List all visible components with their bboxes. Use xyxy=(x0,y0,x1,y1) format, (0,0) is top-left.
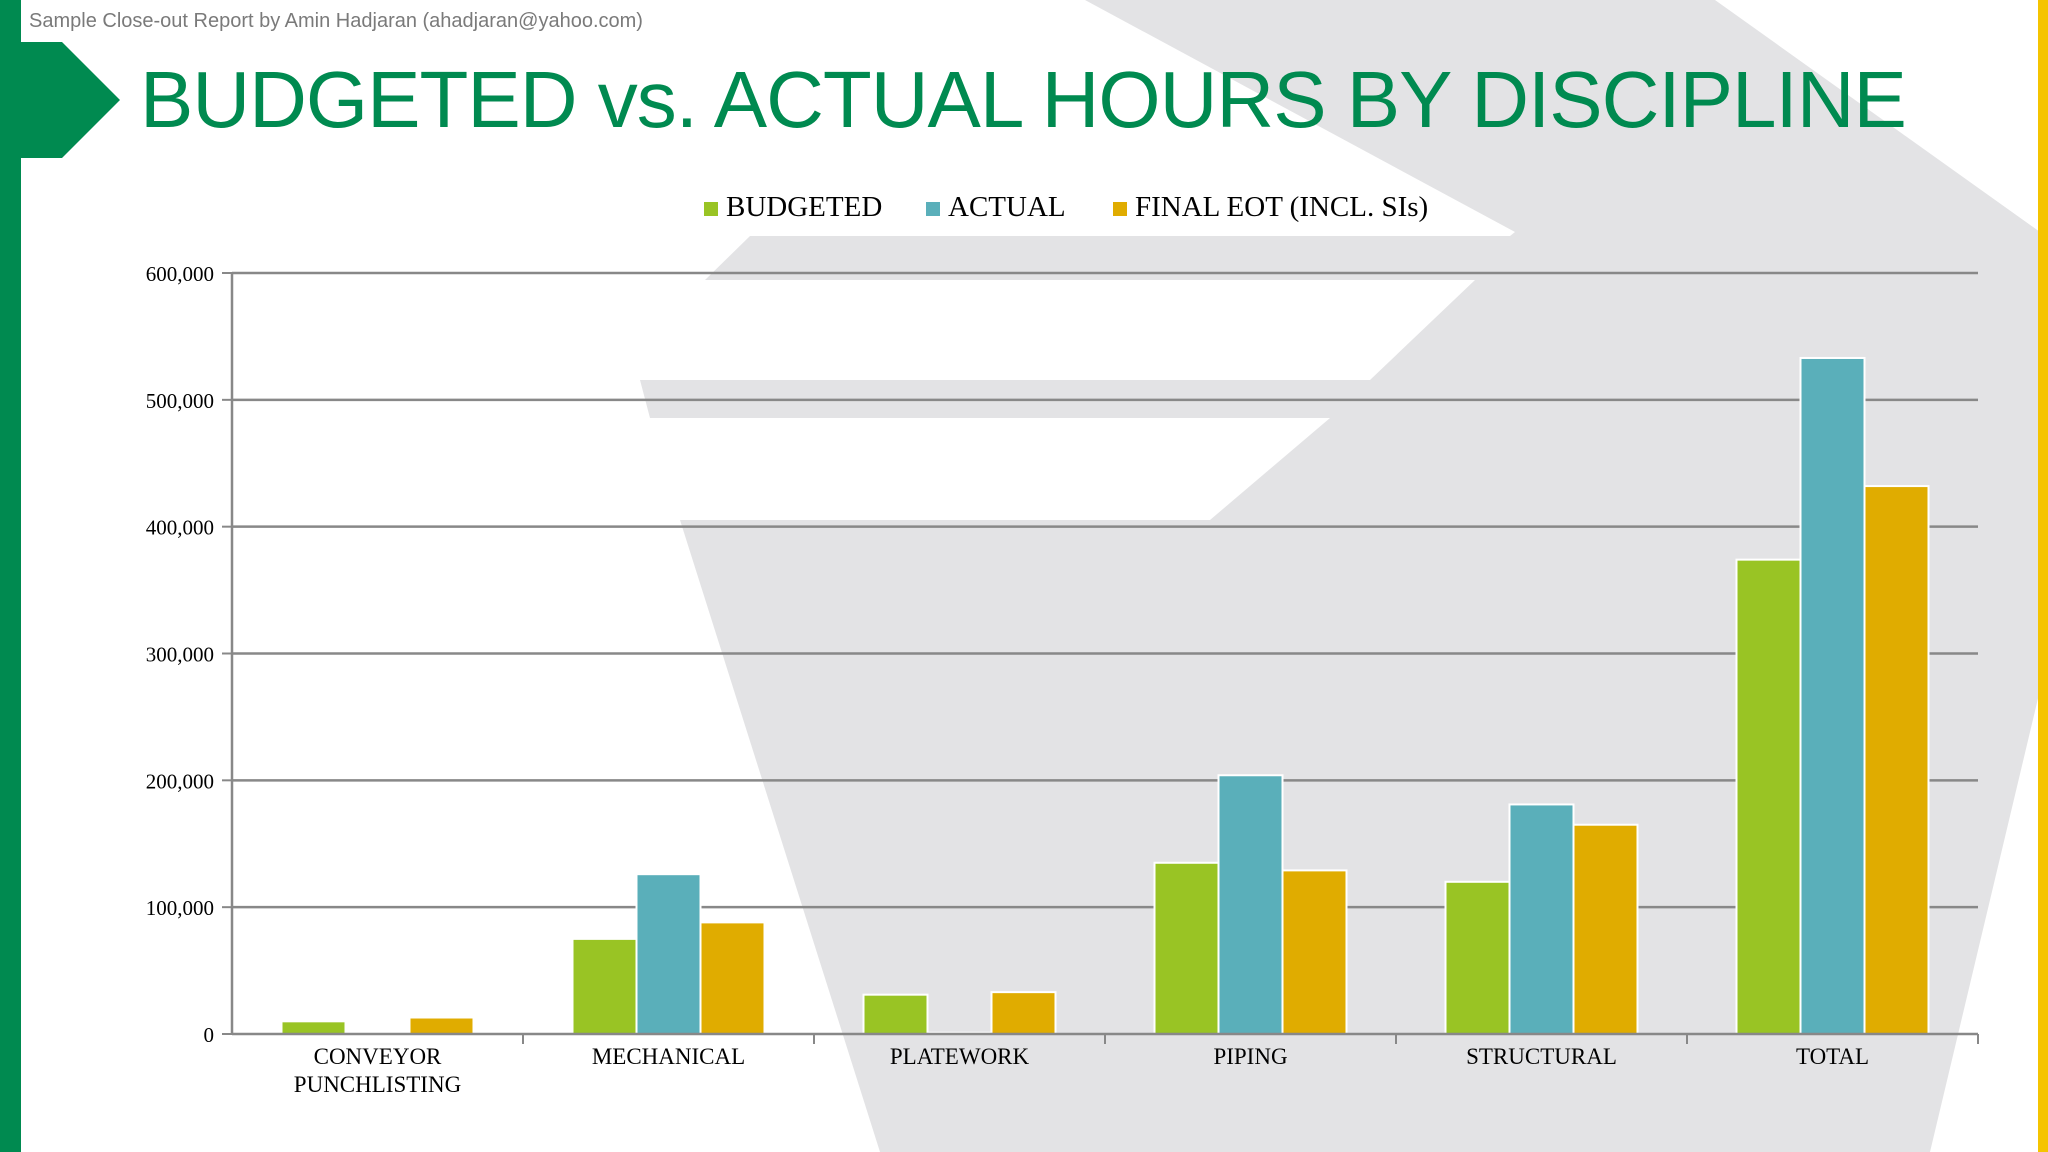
y-tick-label: 100,000 xyxy=(146,896,214,920)
x-tick-label: MECHANICAL xyxy=(592,1044,745,1069)
left-accent-bar xyxy=(0,0,21,1152)
legend-swatch xyxy=(1113,202,1127,216)
bar-actual-5 xyxy=(1799,356,1866,1035)
x-tick-label: PLATEWORK xyxy=(890,1044,1030,1069)
legend-label: ACTUAL xyxy=(948,191,1066,223)
bar-budgeted-2 xyxy=(862,993,929,1035)
source-note: Sample Close-out Report by Amin Hadjaran… xyxy=(29,10,643,32)
bar-final-eot-incl-sis-2 xyxy=(990,991,1057,1036)
bar-budgeted-5 xyxy=(1735,558,1802,1035)
bar-actual-4 xyxy=(1508,803,1575,1035)
bar-actual-1 xyxy=(635,873,702,1035)
x-tick-label: PUNCHLISTING xyxy=(294,1072,461,1097)
y-tick-label: 0 xyxy=(204,1023,215,1047)
chart-bars xyxy=(280,356,1930,1036)
bar-final-eot-incl-sis-4 xyxy=(1572,823,1639,1035)
chart-axes: 0 100,000 200,000 300,000 400,000 500,000 600,… xyxy=(146,262,1979,1097)
right-accent-bar xyxy=(2038,0,2048,1152)
legend-swatch xyxy=(926,202,940,216)
chart-legend: BUDGETED ACTUAL FINAL EOT (INCL. SIs) xyxy=(704,191,1428,223)
bar-final-eot-incl-sis-5 xyxy=(1863,485,1930,1035)
bar-budgeted-4 xyxy=(1444,880,1511,1035)
bar-actual-3 xyxy=(1217,774,1284,1035)
legend-swatch xyxy=(704,202,718,216)
x-tick-label: PIPING xyxy=(1213,1044,1287,1069)
bar-budgeted-3 xyxy=(1153,861,1220,1036)
x-tick-label: CONVEYOR xyxy=(314,1044,442,1069)
bar-final-eot-incl-sis-3 xyxy=(1281,869,1348,1036)
y-tick-label: 200,000 xyxy=(146,769,214,793)
y-tick-label: 600,000 xyxy=(146,262,214,286)
legend-label: BUDGETED xyxy=(726,191,882,223)
chart-grid xyxy=(232,271,1978,909)
legend-label: FINAL EOT (INCL. SIs) xyxy=(1135,191,1428,223)
bar-final-eot-incl-sis-1 xyxy=(699,921,766,1035)
bar-budgeted-0 xyxy=(280,1020,347,1035)
y-tick-label: 500,000 xyxy=(146,389,214,413)
y-tick-label: 300,000 xyxy=(146,643,214,667)
y-tick-label: 400,000 xyxy=(146,516,214,540)
x-tick-label: TOTAL xyxy=(1796,1044,1869,1069)
x-tick-label: STRUCTURAL xyxy=(1466,1044,1617,1069)
title-arrow-icon xyxy=(0,42,120,158)
bar-budgeted-1 xyxy=(571,937,638,1035)
page-title: BUDGETED vs. ACTUAL HOURS BY DISCIPLINE xyxy=(140,55,1907,144)
bar-final-eot-incl-sis-0 xyxy=(408,1016,475,1035)
